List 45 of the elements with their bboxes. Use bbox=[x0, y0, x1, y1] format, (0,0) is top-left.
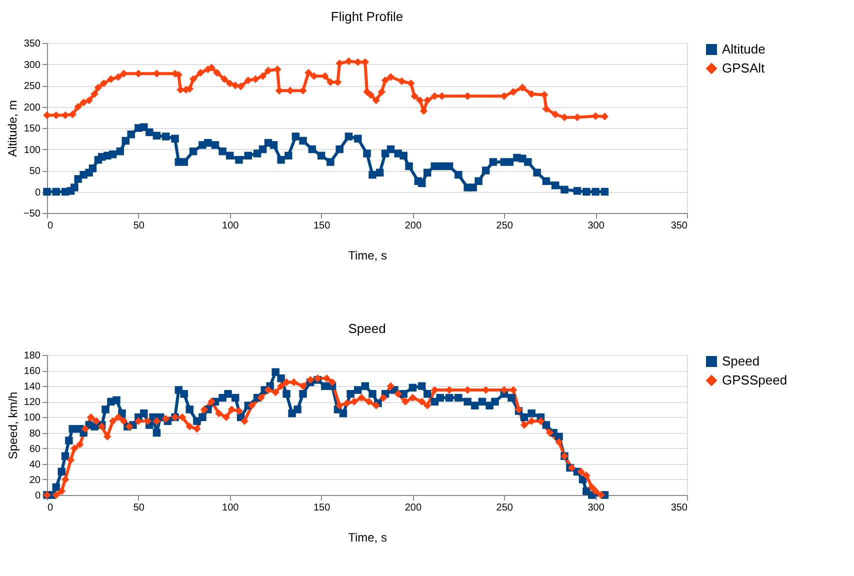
x-axis-title: Time, s bbox=[348, 530, 387, 544]
x-tick-label: 100 bbox=[222, 220, 240, 232]
chart-title: Flight Profile bbox=[330, 9, 404, 24]
y-axis-title: Speed, km/h bbox=[6, 392, 20, 460]
y-tick-label: 100 bbox=[24, 412, 41, 424]
y-tick-label: 150 bbox=[24, 124, 41, 134]
y-tick-label: 140 bbox=[24, 382, 41, 393]
x-tick-label: 150 bbox=[313, 502, 331, 514]
y-tick-label: 180 bbox=[24, 350, 41, 362]
x-tick-label: 0 bbox=[48, 220, 54, 232]
x-axis-title: Time, s bbox=[348, 248, 387, 262]
y-axis-title: Altitude, m bbox=[6, 100, 20, 157]
legend-label: Speed bbox=[722, 354, 760, 368]
x-tick-label: 350 bbox=[670, 502, 688, 514]
y-tick-label: 60 bbox=[29, 444, 41, 455]
legend-label: GPSSpeed bbox=[722, 372, 788, 388]
x-tick-label: 300 bbox=[588, 502, 605, 514]
y-tick-label: 0 bbox=[34, 187, 41, 198]
x-tick-label: 50 bbox=[133, 220, 145, 232]
x-tick-label: 250 bbox=[496, 502, 514, 514]
y-tick-label: 50 bbox=[29, 166, 41, 177]
y-tick-label: 0 bbox=[34, 490, 41, 502]
y-tick-label: 160 bbox=[24, 366, 41, 378]
x-tick-label: 350 bbox=[670, 220, 688, 232]
y-tick-label: −50 bbox=[24, 208, 41, 220]
y-tick-label: 250 bbox=[24, 81, 41, 92]
y-tick-label: 120 bbox=[24, 397, 41, 408]
x-tick-label: 200 bbox=[404, 502, 422, 514]
legend-label: GPSAlt bbox=[722, 60, 766, 76]
y-tick-label: 40 bbox=[29, 459, 41, 470]
x-tick-label: 300 bbox=[588, 220, 605, 232]
x-tick-label: 50 bbox=[133, 502, 145, 514]
x-tick-label: 0 bbox=[48, 502, 54, 514]
y-tick-label: 20 bbox=[29, 474, 41, 486]
y-tick-label: 80 bbox=[29, 428, 41, 440]
chart-title: Speed bbox=[348, 321, 386, 336]
x-tick-label: 100 bbox=[222, 502, 240, 514]
legend-label: Altitude bbox=[722, 42, 766, 56]
y-tick-label: 200 bbox=[24, 102, 41, 114]
y-tick-label: 100 bbox=[24, 144, 41, 156]
x-tick-label: 250 bbox=[496, 220, 514, 232]
y-tick-label: 350 bbox=[24, 38, 41, 50]
x-tick-label: 150 bbox=[313, 220, 331, 232]
x-tick-label: 200 bbox=[404, 220, 422, 232]
y-tick-label: 300 bbox=[24, 60, 41, 71]
